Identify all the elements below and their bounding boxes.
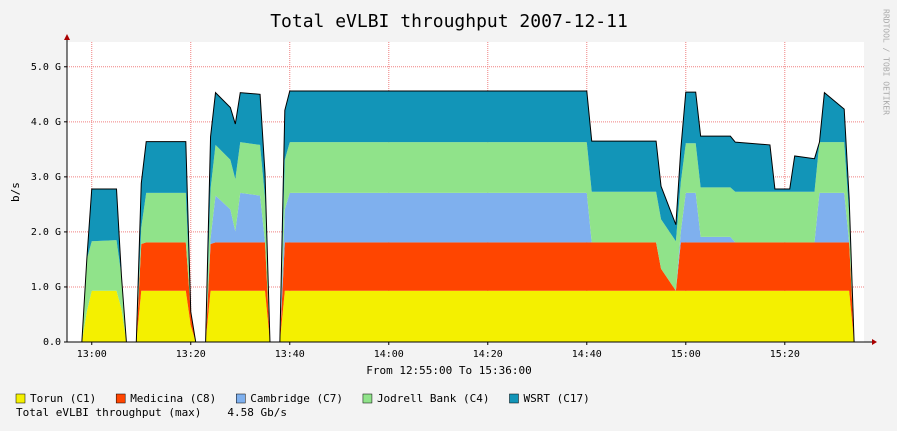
- x-tick-label: 13:40: [275, 349, 305, 360]
- x-tick-label: 14:00: [374, 349, 404, 360]
- x-tick-label: 15:20: [770, 349, 800, 360]
- legend-swatch: [236, 393, 246, 404]
- y-tick-label: 2.0 G: [31, 227, 61, 238]
- area: [67, 192, 864, 342]
- watermark: RRDTOOL / TOBI OETIKER: [882, 9, 891, 115]
- x-tick-label: 15:00: [671, 349, 701, 360]
- y-tick-label: 3.0 G: [31, 172, 61, 183]
- summary-label: Total eVLBI throughput (max): [16, 406, 201, 419]
- area: [67, 290, 864, 342]
- x-axis-label: From 12:55:00 To 15:36:00: [366, 364, 532, 377]
- legend-label: WSRT (C17): [523, 392, 589, 405]
- area: [67, 142, 864, 342]
- y-tick-label: 4.0 G: [31, 117, 61, 128]
- total-outline: [67, 90, 864, 343]
- legend-swatch: [15, 393, 26, 404]
- y-tick-label: 0.0: [43, 337, 61, 348]
- x-axis-arrow: [872, 339, 877, 345]
- x-tick-label: 13:20: [176, 349, 206, 360]
- summary-value: 4.58 Gb/s: [227, 406, 287, 419]
- y-tick-label: 5.0 G: [31, 62, 61, 73]
- x-tick-label: 13:00: [77, 349, 107, 360]
- legend-swatch: [362, 393, 373, 404]
- area: [67, 242, 864, 342]
- area: [67, 90, 864, 342]
- legend-label: Torun (C1): [30, 392, 96, 405]
- chart-title: Total eVLBI throughput 2007-12-11: [270, 11, 628, 32]
- legend-swatch: [115, 393, 126, 404]
- x-tick-label: 14:40: [572, 349, 602, 360]
- y-axis-arrow: [64, 34, 70, 40]
- legend-swatch: [509, 393, 519, 404]
- y-axis-label: b/s: [9, 182, 22, 202]
- legend-label: Cambridge (C7): [250, 392, 343, 405]
- y-tick-label: 1.0 G: [31, 282, 61, 293]
- legend-label: Medicina (C8): [130, 392, 216, 405]
- x-tick-label: 14:20: [473, 349, 503, 360]
- legend-label: Jodrell Bank (C4): [377, 392, 490, 405]
